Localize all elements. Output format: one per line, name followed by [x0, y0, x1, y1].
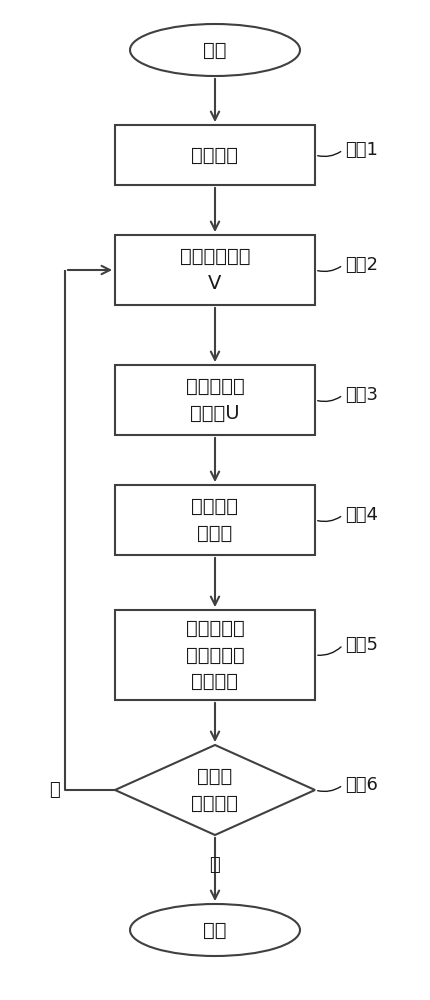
Text: 计算滤光片
衰减值U: 计算滤光片 衰减值U	[186, 377, 244, 423]
Text: 步骤2: 步骤2	[345, 256, 378, 274]
Text: 步骤1: 步骤1	[345, 141, 378, 159]
Text: 否: 否	[210, 856, 220, 874]
Text: 设置光衰减值
V: 设置光衰减值 V	[180, 247, 250, 293]
Ellipse shape	[130, 904, 300, 956]
Bar	[115, 125, 315, 185]
Text: 连接光路: 连接光路	[191, 145, 239, 164]
Bar	[115, 485, 315, 555]
Text: 是: 是	[49, 781, 60, 799]
Bar	[115, 235, 315, 305]
Text: 步骤4: 步骤4	[345, 506, 378, 524]
Text: 步骤5: 步骤5	[345, 636, 378, 654]
Text: 步骤6: 步骤6	[345, 776, 378, 794]
Text: 是否有
新的指令: 是否有 新的指令	[191, 767, 239, 813]
Ellipse shape	[130, 24, 300, 76]
Text: 开始: 开始	[203, 40, 227, 60]
Text: 电机转动到
指定位置，
实现衰减: 电机转动到 指定位置， 实现衰减	[186, 619, 244, 691]
Text: 结束: 结束	[203, 920, 227, 940]
Bar	[115, 365, 315, 435]
Text: 步骤3: 步骤3	[345, 386, 378, 404]
Text: 计算电机
步进值: 计算电机 步进值	[191, 497, 239, 543]
Polygon shape	[115, 745, 315, 835]
Bar	[115, 610, 315, 700]
